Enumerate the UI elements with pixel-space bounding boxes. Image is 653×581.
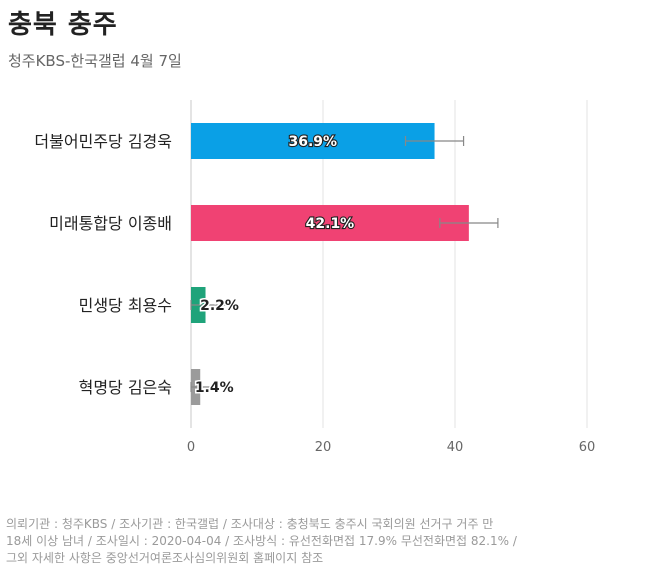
- x-tick-label: 40: [447, 440, 464, 455]
- category-label: 민생당 최용수: [79, 296, 172, 315]
- bar-chart: 0 20 40 60 더불어민주당 김경욱 36.9% 미래통합당 이종배 42.1% 민생당 …: [34, 100, 596, 455]
- x-tick-label: 20: [315, 440, 332, 455]
- bar: [191, 123, 435, 159]
- chart-title: 충북 충주: [8, 10, 118, 40]
- bar: [191, 205, 469, 241]
- category-label: 미래통합당 이종배: [49, 214, 172, 233]
- chart-subtitle: 청주KBS-한국갤럽 4월 7일: [8, 52, 182, 70]
- category-label: 혁명당 김은숙: [79, 378, 172, 397]
- x-tick-label: 0: [187, 440, 195, 455]
- footer-line: 그외 자세한 사항은 중앙선거여론조사심의위원회 홈페이지 참조: [6, 551, 324, 565]
- footer-note: 의뢰기관 : 청주KBS / 조사기관 : 한국갤럽 / 조사대상 : 충청북도…: [6, 516, 636, 567]
- category-label: 더불어민주당 김경욱: [34, 132, 172, 151]
- footer-line: 18세 이상 남녀 / 조사일시 : 2020-04-04 / 조사방식 : 유…: [6, 534, 517, 548]
- data-label: 2.2%: [200, 298, 239, 314]
- data-label: 36.9%: [288, 134, 337, 150]
- x-tick-label: 60: [579, 440, 596, 455]
- footer-line: 의뢰기관 : 청주KBS / 조사기관 : 한국갤럽 / 조사대상 : 충청북도…: [6, 517, 494, 531]
- data-label: 1.4%: [195, 380, 234, 396]
- data-label: 42.1%: [306, 216, 355, 232]
